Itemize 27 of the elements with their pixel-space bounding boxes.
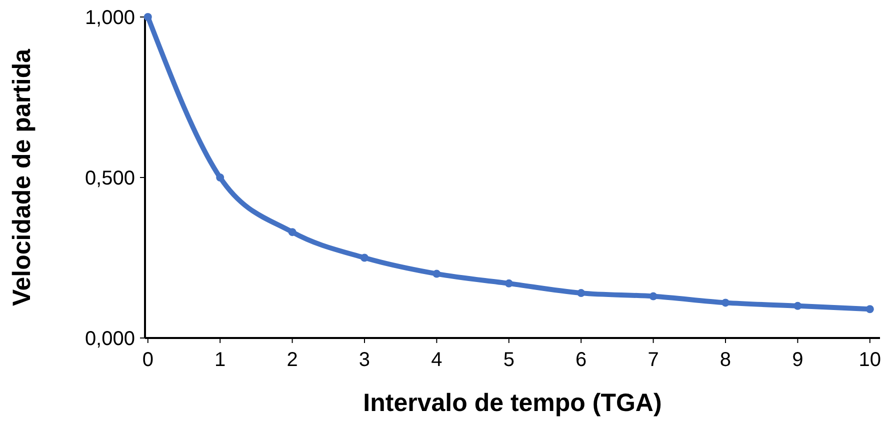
x-tick-label: 9	[792, 349, 804, 371]
y-axis-title: Velocidade de partida	[8, 48, 36, 306]
point	[577, 289, 586, 298]
x-tick-label: 0	[142, 349, 154, 371]
point	[216, 174, 224, 182]
x-tick-label: 10	[858, 349, 882, 371]
point	[432, 270, 441, 278]
point	[649, 292, 658, 300]
point	[504, 279, 513, 288]
point	[144, 13, 152, 21]
y-tick-label: 0,500	[84, 168, 135, 190]
x-tick-label: 8	[720, 349, 732, 371]
point	[794, 302, 802, 310]
y-tick-label: 0,000	[84, 328, 135, 350]
x-tick-label: 5	[503, 349, 514, 371]
x-tick-label: 7	[648, 349, 659, 371]
point	[288, 228, 296, 236]
x-tick-label: 3	[358, 349, 370, 371]
x-tick-label: 2	[286, 349, 298, 371]
x-tick-label: 4	[431, 349, 442, 371]
point	[360, 254, 368, 262]
point	[866, 305, 874, 314]
y-tick-label: 1,000	[84, 7, 135, 29]
point	[721, 298, 730, 307]
x-tick-label: 1	[214, 349, 226, 371]
x-tick-label: 6	[576, 349, 587, 371]
x-axis-title: Intervalo de tempo (TGA)	[363, 389, 662, 417]
